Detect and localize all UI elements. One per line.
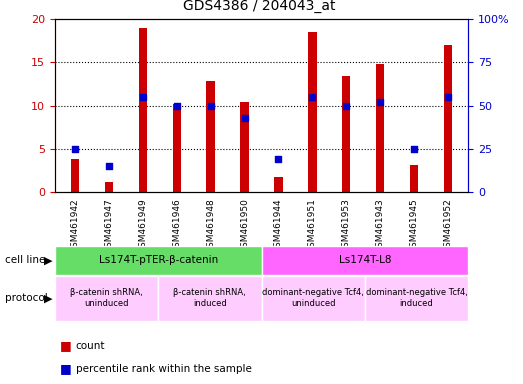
- Text: ■: ■: [60, 362, 72, 375]
- Text: GSM461944: GSM461944: [274, 198, 283, 253]
- Text: β-catenin shRNA,
uninduced: β-catenin shRNA, uninduced: [70, 288, 143, 308]
- Point: [342, 103, 350, 109]
- Point: [376, 99, 384, 105]
- Point: [444, 94, 452, 100]
- Text: β-catenin shRNA,
induced: β-catenin shRNA, induced: [174, 288, 246, 308]
- Text: GSM461945: GSM461945: [410, 198, 418, 253]
- Text: GSM461952: GSM461952: [444, 198, 452, 253]
- Text: Ls174T-L8: Ls174T-L8: [338, 255, 391, 265]
- Text: GSM461948: GSM461948: [206, 198, 215, 253]
- Bar: [444, 45, 452, 192]
- Text: percentile rank within the sample: percentile rank within the sample: [76, 364, 252, 374]
- Bar: [308, 32, 316, 192]
- Text: dominant-negative Tcf4,
induced: dominant-negative Tcf4, induced: [366, 288, 468, 308]
- Point: [308, 94, 316, 100]
- Text: protocol: protocol: [5, 293, 48, 303]
- Text: GDS4386 / 204043_at: GDS4386 / 204043_at: [183, 0, 336, 13]
- Text: count: count: [76, 341, 105, 351]
- Text: GSM461953: GSM461953: [342, 198, 350, 253]
- Text: Ls174T-pTER-β-catenin: Ls174T-pTER-β-catenin: [98, 255, 218, 265]
- Point: [241, 115, 249, 121]
- Bar: [342, 76, 350, 192]
- Point: [71, 146, 79, 152]
- Bar: [207, 81, 215, 192]
- Bar: [410, 165, 418, 192]
- Text: GSM461943: GSM461943: [376, 198, 384, 253]
- Text: GSM461950: GSM461950: [240, 198, 249, 253]
- Point: [173, 103, 181, 109]
- Point: [207, 103, 215, 109]
- Text: ■: ■: [60, 339, 72, 352]
- Bar: [376, 64, 384, 192]
- Text: GSM461951: GSM461951: [308, 198, 317, 253]
- Point: [274, 156, 282, 162]
- Bar: [71, 159, 79, 192]
- Point: [139, 94, 147, 100]
- Point: [410, 146, 418, 152]
- Text: dominant-negative Tcf4,
uninduced: dominant-negative Tcf4, uninduced: [262, 288, 364, 308]
- Text: GSM461946: GSM461946: [173, 198, 181, 253]
- Bar: [105, 182, 113, 192]
- Bar: [139, 28, 147, 192]
- Bar: [274, 177, 282, 192]
- Text: ▶: ▶: [44, 255, 52, 265]
- Bar: [241, 102, 249, 192]
- Text: ▶: ▶: [44, 293, 52, 303]
- Bar: [173, 104, 181, 192]
- Text: GSM461947: GSM461947: [105, 198, 113, 253]
- Point: [105, 163, 113, 169]
- Text: cell line: cell line: [5, 255, 46, 265]
- Text: GSM461942: GSM461942: [71, 198, 79, 253]
- Text: GSM461949: GSM461949: [139, 198, 147, 253]
